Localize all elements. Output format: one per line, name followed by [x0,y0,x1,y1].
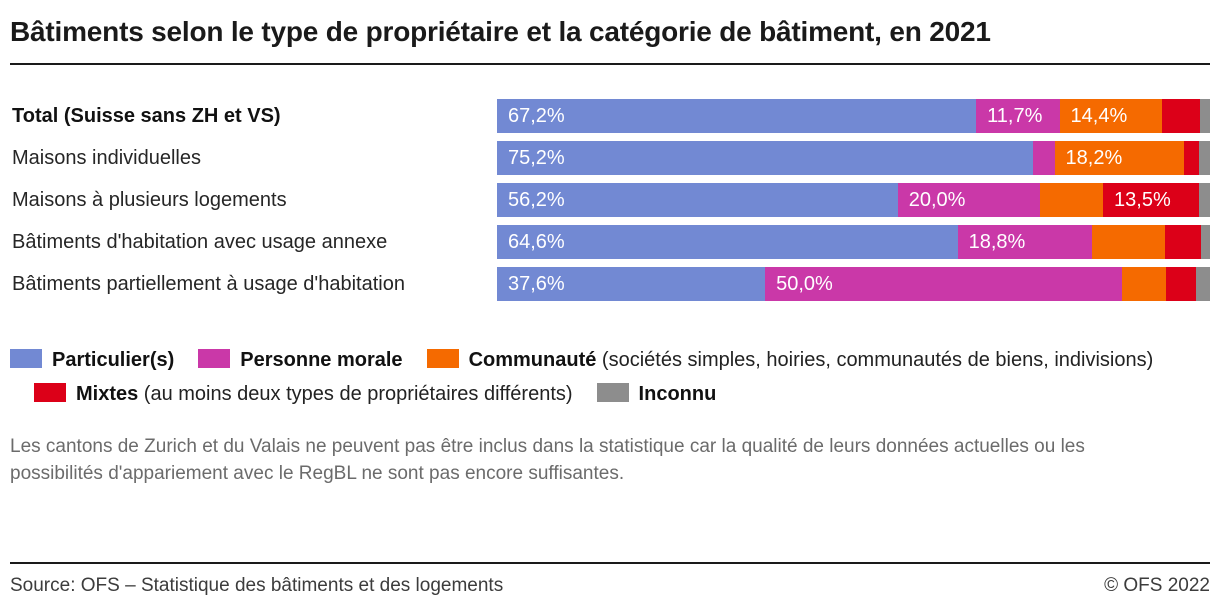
legend-swatch-mixtes [34,383,66,403]
copyright-text: © OFS 2022 [1104,575,1210,596]
chart-row: Bâtiments partiellement à usage d'habita… [10,267,1210,302]
segment-value-label: 18,2% [1065,147,1123,170]
page-title: Bâtiments selon le type de propriétaire … [10,16,991,47]
legend-swatch-particuliers [10,349,42,369]
bar-segment-inconnu [1199,141,1210,176]
bar-segment-particuliers: 75,2% [497,141,1034,176]
bar-segment-personne-morale: 18,8% [957,225,1092,260]
legend-label-inconnu: Inconnu [638,383,717,406]
stacked-bar: 64,6% 18,8% [497,225,1210,260]
legend-note-communaute: (sociétés simples, hoiries, communautés … [596,349,1154,372]
bar-segment-personne-morale: 50,0% [765,267,1122,302]
chart-row: Total (Suisse sans ZH et VS) 67,2% 11,7% 14… [10,99,1210,134]
bar-segment-communaute [1040,183,1104,218]
bar-segment-mixtes [1184,141,1200,176]
bar-segment-communaute [1091,225,1166,260]
bar-segment-personne-morale: 11,7% [976,99,1060,134]
bar-segment-particuliers: 56,2% [497,183,898,218]
legend: Particulier(s) Personne morale Communauté … [10,343,1175,411]
stacked-bar: 37,6% 50,0% [497,267,1210,302]
stacked-bar: 67,2% 11,7% 14,4% [497,99,1210,134]
bar-segment-mixtes [1165,225,1201,260]
bar-segment-communaute: 18,2% [1054,141,1185,176]
source-text: Source: OFS – Statistique des bâtiments … [10,575,504,596]
bar-segment-mixtes [1165,267,1196,302]
bar-segment-inconnu [1195,267,1210,302]
legend-label-mixtes: Mixtes [76,383,139,406]
legend-swatch-personne-morale [198,349,231,369]
footnote: Les cantons de Zurich et du Valais ne pe… [10,436,1085,485]
bar-segment-communaute: 14,4% [1059,99,1163,134]
segment-value-label: 14,4% [1070,105,1128,128]
legend-note-mixtes: (au moins deux types de propriétaires di… [138,383,573,406]
legend-label-communaute: Communauté [468,349,597,372]
legend-swatch-communaute [426,349,459,369]
bar-segment-mixtes [1162,99,1200,134]
chart-row: Bâtiments d'habitation avec usage annexe… [10,225,1210,260]
bar-segment-inconnu [1199,99,1210,134]
bar-segment-mixtes: 13,5% [1103,183,1200,218]
segment-value-label: 37,6% [508,273,565,296]
segment-value-label: 13,5% [1114,189,1171,212]
segment-value-label: 56,2% [508,189,565,212]
legend-swatch-inconnu [596,383,629,403]
title-divider [10,63,1210,66]
bar-segment-inconnu [1199,183,1210,218]
segment-value-label: 75,2% [508,147,565,170]
bar-segment-communaute [1121,267,1166,302]
segment-value-label: 50,0% [776,273,833,296]
bar-segment-personne-morale: 20,0% [897,183,1041,218]
category-label: Total (Suisse sans ZH et VS) [12,105,281,128]
legend-label-personne-morale: Personne morale [240,349,403,372]
category-label: Maisons à plusieurs logements [12,189,287,212]
category-label: Maisons individuelles [12,147,201,170]
chart-row: Maisons à plusieurs logements 56,2% 20,0% 1… [10,183,1210,218]
bar-segment-inconnu [1200,225,1210,260]
bar-segment-particuliers: 64,6% [497,225,958,260]
bar-segment-particuliers: 67,2% [497,99,977,134]
segment-value-label: 64,6% [508,231,565,254]
segment-value-label: 18,8% [968,231,1026,254]
legend-label-particuliers: Particulier(s) [52,349,175,372]
bar-segment-particuliers: 37,6% [497,267,766,302]
stacked-bar: 56,2% 20,0% 13,5% [497,183,1210,218]
segment-value-label: 67,2% [508,105,565,128]
stacked-bar: 75,2% 18,2% [497,141,1210,176]
category-label: Bâtiments partiellement à usage d'habita… [12,273,405,296]
segment-value-label: 20,0% [908,189,966,212]
footer: Source: OFS – Statistique des bâtiments … [10,562,1210,614]
bar-segment-personne-morale [1033,141,1055,176]
segment-value-label: 11,7% [987,105,1043,128]
category-label: Bâtiments d'habitation avec usage annexe [12,231,388,254]
chart-row: Maisons individuelles 75,2% 18,2% [10,141,1210,176]
chart: Total (Suisse sans ZH et VS) 67,2% 11,7% 14… [10,99,1210,302]
